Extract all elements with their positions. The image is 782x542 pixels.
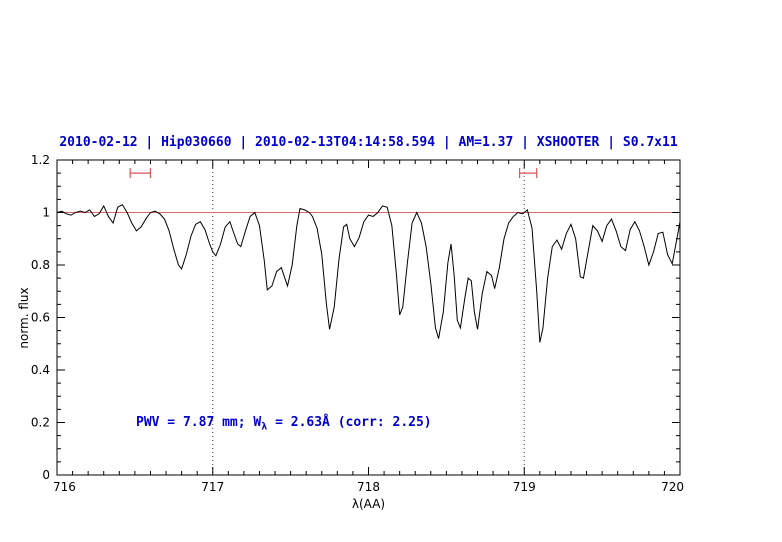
- pwv-annotation-suffix: = 2.63Å (corr: 2.25): [267, 415, 432, 430]
- y-tick-label: 0.8: [31, 258, 50, 272]
- pwv-annotation-sub: λ: [261, 421, 268, 433]
- y-axis-label: norm. flux: [17, 287, 31, 349]
- pwv-annotation-prefix: PWV = 7.87 mm; W: [136, 415, 262, 430]
- plot-title: 2010-02-12 | Hip030660 | 2010-02-13T04:1…: [59, 135, 678, 150]
- y-tick-label: 0.4: [31, 363, 50, 377]
- x-tick-label: 716: [53, 480, 76, 494]
- x-tick-label: 718: [357, 480, 380, 494]
- x-tick-label: 719: [513, 480, 536, 494]
- y-tick-label: 1.2: [31, 153, 50, 167]
- x-axis-label: λ(AA): [351, 497, 386, 511]
- y-tick-label: 0.2: [31, 416, 50, 430]
- pwv-annotation: PWV = 7.87 mm; Wλ = 2.63Å (corr: 2.25): [136, 415, 432, 433]
- x-tick-label: 720: [661, 480, 684, 494]
- x-tick-label: 717: [201, 480, 224, 494]
- y-tick-label: 0: [42, 468, 50, 482]
- spectrum-line: [56, 203, 681, 343]
- y-tick-label: 0.6: [31, 311, 50, 325]
- y-tick-label: 1: [42, 206, 50, 220]
